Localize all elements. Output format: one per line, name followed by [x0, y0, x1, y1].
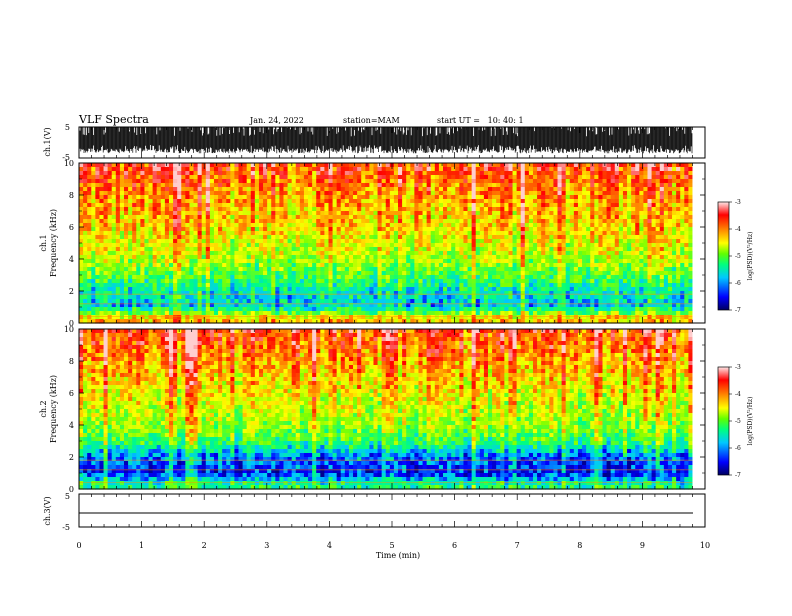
- time-tick-2: 2: [202, 541, 207, 550]
- ch1-colorbar-tick--3: -3: [735, 199, 741, 206]
- ch1-ytick-10: 10: [64, 159, 74, 168]
- date-label: Jan. 24, 2022: [249, 116, 304, 125]
- ch2-ytick-10: 10: [64, 325, 74, 334]
- time-tick-6: 6: [452, 541, 457, 550]
- ch1-spectrogram-image: [79, 163, 705, 324]
- ch1-ytick-top: 5: [65, 123, 70, 132]
- time-tick-9: 9: [640, 541, 645, 550]
- ch2-spectrogram-image: [79, 329, 705, 490]
- ch2-colorbar-tick--3: -3: [735, 364, 741, 371]
- ch1-spec-ylabel: Frequency (kHz): [49, 209, 58, 277]
- ch1-spec-ylabel-ch: ch.1: [39, 234, 48, 251]
- ch3-waveform-ylabel: ch.3(V): [43, 496, 52, 525]
- time-axis-label: Time (min): [376, 551, 420, 560]
- ch2-colorbar-tick--5: -5: [735, 418, 741, 425]
- time-tick-4: 4: [327, 541, 332, 550]
- time-tick-5: 5: [389, 541, 394, 550]
- ch2-spec-ylabel-ch: ch.2: [39, 400, 48, 417]
- station-label: station=MAM: [343, 116, 400, 125]
- time-tick-0: 0: [76, 541, 81, 550]
- time-tick-1: 1: [139, 541, 144, 550]
- ch1-ytick-4: 4: [69, 255, 74, 264]
- ch1-ytick-8: 8: [69, 191, 74, 200]
- ch1-ytick-2: 2: [69, 287, 74, 296]
- time-tick-10: 10: [700, 541, 710, 550]
- ch1-colorbar-tick--7: -7: [735, 307, 741, 314]
- ch2-colorbar-tick--7: -7: [735, 472, 741, 479]
- ch1-waveform-panel: 5 -5 ch.1(V): [43, 123, 705, 162]
- ch2-colorbar-scale: [718, 367, 729, 475]
- ch2-colorbar-tick--6: -6: [735, 445, 741, 452]
- ch1-colorbar-tick--6: -6: [735, 280, 741, 287]
- time-tick-8: 8: [577, 541, 582, 550]
- time-tick-3: 3: [264, 541, 269, 550]
- ch2-ytick-4: 4: [69, 421, 74, 430]
- ch2-ytick-6: 6: [69, 389, 74, 398]
- start-time-label: start UT = 10: 40: 1: [437, 116, 524, 125]
- ch3-ytick-top: 5: [65, 492, 70, 501]
- ch3-ytick-bottom: -5: [62, 523, 70, 532]
- ch1-colorbar: -3 -4 -5 -6 -7 log(PSD)(V²/Hz): [718, 199, 754, 314]
- ch1-colorbar-scale: [718, 202, 729, 310]
- ch3-waveform-panel: 5 -5 ch.3(V): [43, 492, 705, 532]
- ch2-ytick-8: 8: [69, 357, 74, 366]
- time-tick-7: 7: [515, 541, 520, 550]
- ch2-spec-ylabel: Frequency (kHz): [49, 375, 58, 443]
- ch1-waveform-ylabel: ch.1(V): [43, 127, 52, 156]
- ch2-colorbar: -3 -4 -5 -6 -7 log(PSD)(V²/Hz): [718, 364, 754, 479]
- ch2-colorbar-tick--4: -4: [735, 391, 741, 398]
- ch1-colorbar-label: log(PSD)(V²/Hz): [747, 232, 754, 281]
- ch2-ytick-2: 2: [69, 453, 74, 462]
- ch1-colorbar-tick--5: -5: [735, 253, 741, 260]
- ch2-colorbar-label: log(PSD)(V²/Hz): [747, 397, 754, 446]
- figure-title: VLF Spectra: [78, 113, 149, 126]
- ch1-colorbar-tick--4: -4: [735, 226, 741, 233]
- ch1-ytick-6: 6: [69, 223, 74, 232]
- time-axis: 0 1 2 3 4 5 6 7 8 9 10: [76, 541, 710, 550]
